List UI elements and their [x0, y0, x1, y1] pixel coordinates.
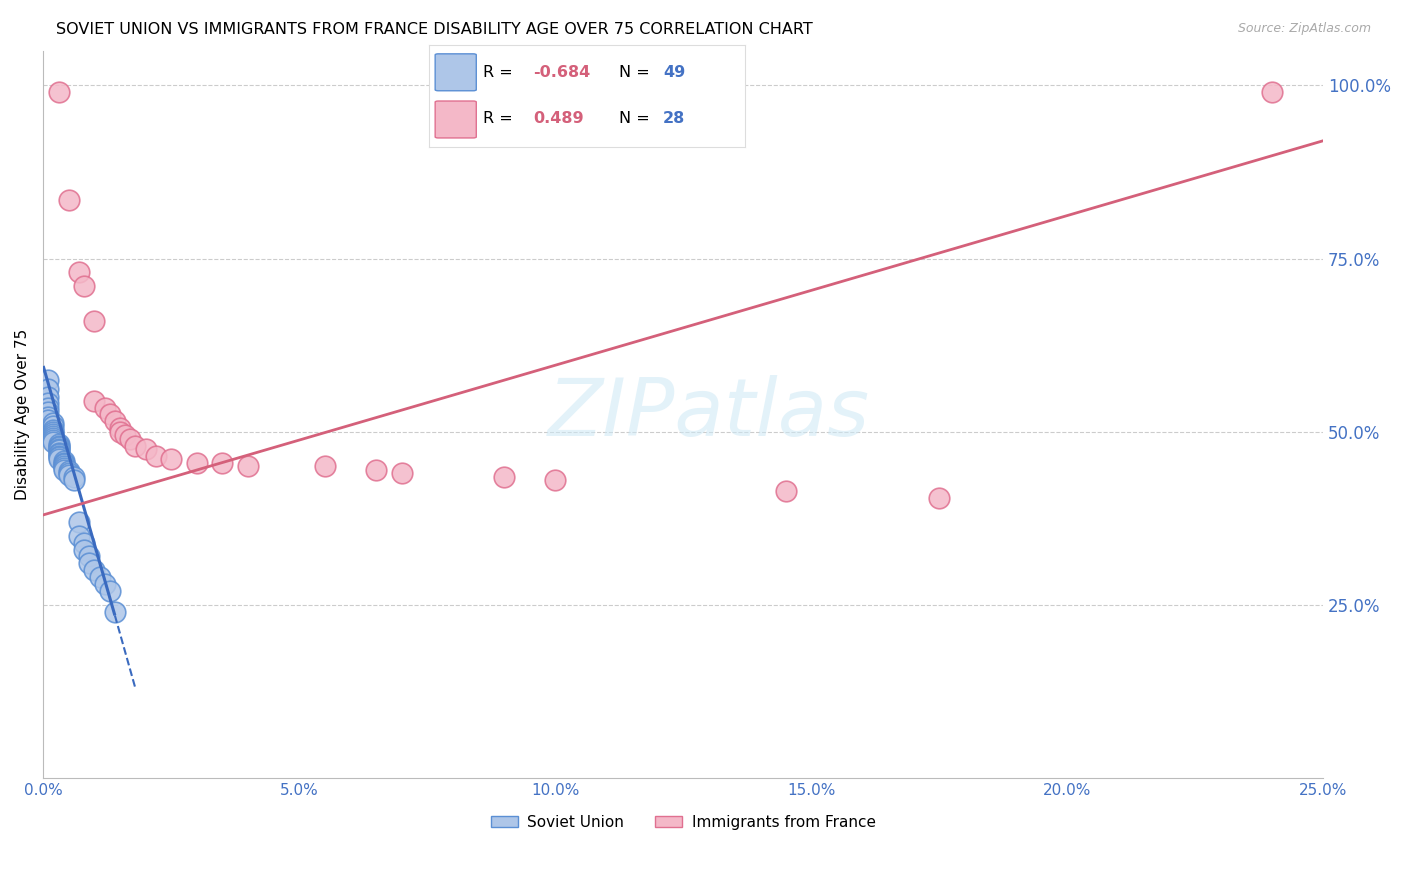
Point	[48, 445, 70, 459]
Text: ZIPatlas: ZIPatlas	[548, 376, 870, 453]
Point	[89, 570, 111, 584]
Point	[63, 470, 86, 484]
Point	[108, 421, 131, 435]
Point	[98, 408, 121, 422]
Point	[58, 467, 80, 482]
Point	[42, 416, 65, 430]
Point	[42, 431, 65, 445]
Point	[145, 449, 167, 463]
Point	[186, 456, 208, 470]
FancyBboxPatch shape	[436, 101, 477, 138]
Point	[104, 414, 127, 428]
Point	[314, 459, 336, 474]
Point	[928, 491, 950, 505]
Point	[42, 433, 65, 447]
Point	[211, 456, 233, 470]
Point	[544, 473, 567, 487]
Point	[160, 452, 183, 467]
Point	[52, 454, 75, 468]
Point	[48, 443, 70, 458]
Point	[37, 401, 59, 415]
Point	[1261, 85, 1284, 99]
Point	[108, 425, 131, 439]
Text: R =: R =	[482, 111, 523, 126]
Point	[37, 395, 59, 409]
Point	[48, 452, 70, 467]
Point	[120, 432, 142, 446]
Point	[135, 442, 157, 456]
Legend: Soviet Union, Immigrants from France: Soviet Union, Immigrants from France	[485, 809, 882, 836]
Point	[73, 535, 96, 549]
Point	[48, 440, 70, 454]
Point	[42, 419, 65, 434]
Point	[236, 459, 259, 474]
Point	[124, 439, 146, 453]
Point	[58, 193, 80, 207]
Point	[77, 549, 100, 564]
Point	[37, 413, 59, 427]
Point	[67, 265, 90, 279]
Point	[63, 473, 86, 487]
Point	[492, 470, 515, 484]
Point	[37, 390, 59, 404]
Point	[114, 428, 136, 442]
Y-axis label: Disability Age Over 75: Disability Age Over 75	[15, 329, 30, 500]
Point	[93, 401, 115, 415]
Point	[775, 483, 797, 498]
Text: 0.489: 0.489	[533, 111, 583, 126]
Point	[58, 464, 80, 478]
Point	[48, 439, 70, 453]
Point	[73, 279, 96, 293]
Point	[98, 584, 121, 599]
Text: SOVIET UNION VS IMMIGRANTS FROM FRANCE DISABILITY AGE OVER 75 CORRELATION CHART: SOVIET UNION VS IMMIGRANTS FROM FRANCE D…	[56, 22, 813, 37]
Point	[52, 460, 75, 475]
Point	[67, 515, 90, 529]
Point	[37, 409, 59, 424]
Text: R =: R =	[482, 65, 517, 79]
Point	[37, 373, 59, 387]
Text: Source: ZipAtlas.com: Source: ZipAtlas.com	[1237, 22, 1371, 36]
Point	[48, 436, 70, 450]
Point	[42, 429, 65, 443]
Point	[42, 423, 65, 437]
Point	[48, 449, 70, 463]
Text: 28: 28	[664, 111, 685, 126]
Text: 49: 49	[664, 65, 685, 79]
Point	[83, 314, 105, 328]
Point	[42, 435, 65, 450]
Point	[42, 425, 65, 439]
Point	[83, 393, 105, 408]
Point	[93, 577, 115, 591]
Point	[48, 442, 70, 456]
Point	[42, 426, 65, 441]
Point	[48, 85, 70, 99]
Point	[391, 467, 413, 481]
Text: N =: N =	[619, 65, 655, 79]
Point	[104, 605, 127, 619]
Text: -0.684: -0.684	[533, 65, 591, 79]
Point	[48, 447, 70, 461]
Point	[364, 463, 387, 477]
Point	[37, 382, 59, 396]
Point	[58, 467, 80, 481]
Point	[37, 405, 59, 419]
Point	[77, 557, 100, 571]
Text: N =: N =	[619, 111, 655, 126]
FancyBboxPatch shape	[436, 54, 477, 91]
Point	[52, 463, 75, 477]
Point	[73, 542, 96, 557]
Point	[48, 450, 70, 465]
Point	[52, 458, 75, 472]
Point	[83, 563, 105, 577]
Point	[52, 459, 75, 474]
Point	[67, 529, 90, 543]
Point	[52, 456, 75, 470]
